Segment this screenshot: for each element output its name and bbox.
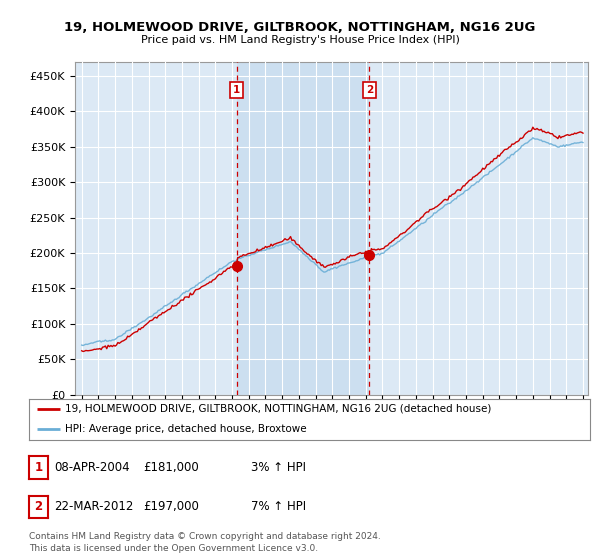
Text: 1: 1 <box>233 85 240 95</box>
Text: 22-MAR-2012: 22-MAR-2012 <box>54 500 133 514</box>
Text: 7% ↑ HPI: 7% ↑ HPI <box>251 500 306 514</box>
Text: 1: 1 <box>34 461 43 474</box>
Text: 19, HOLMEWOOD DRIVE, GILTBROOK, NOTTINGHAM, NG16 2UG (detached house): 19, HOLMEWOOD DRIVE, GILTBROOK, NOTTINGH… <box>65 404 491 413</box>
Text: £181,000: £181,000 <box>143 461 199 474</box>
Text: 19, HOLMEWOOD DRIVE, GILTBROOK, NOTTINGHAM, NG16 2UG: 19, HOLMEWOOD DRIVE, GILTBROOK, NOTTINGH… <box>64 21 536 34</box>
Text: HPI: Average price, detached house, Broxtowe: HPI: Average price, detached house, Brox… <box>65 424 307 433</box>
Bar <box>236 62 370 395</box>
Text: 08-APR-2004: 08-APR-2004 <box>54 461 130 474</box>
Text: 2: 2 <box>34 500 43 514</box>
Text: £197,000: £197,000 <box>143 500 199 514</box>
Text: 3% ↑ HPI: 3% ↑ HPI <box>251 461 306 474</box>
Text: Price paid vs. HM Land Registry's House Price Index (HPI): Price paid vs. HM Land Registry's House … <box>140 35 460 45</box>
Text: 2: 2 <box>366 85 373 95</box>
Text: Contains HM Land Registry data © Crown copyright and database right 2024.
This d: Contains HM Land Registry data © Crown c… <box>29 533 380 553</box>
